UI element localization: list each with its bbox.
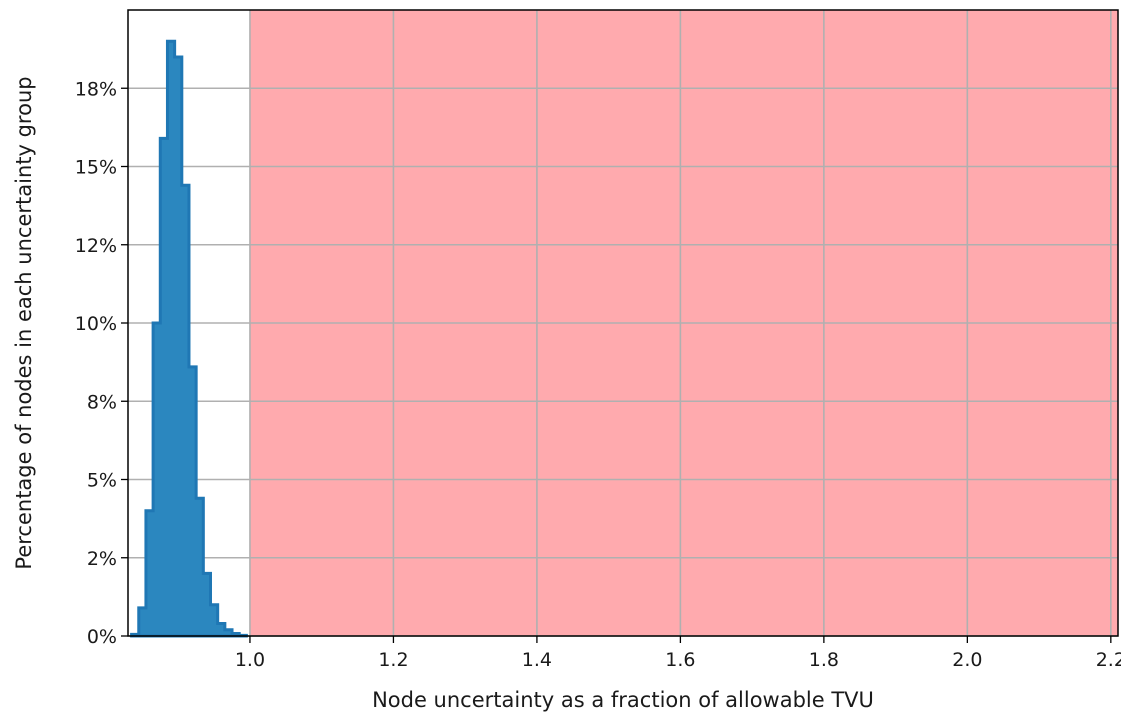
y-tick-label: 15% <box>75 157 117 179</box>
x-tick-label: 1.6 <box>665 649 695 671</box>
x-tick-label: 1.8 <box>809 649 839 671</box>
x-tick-label: 2.2 <box>1096 649 1121 671</box>
histogram-bars <box>130 39 248 638</box>
y-tick-label: 2% <box>87 548 117 570</box>
y-tick-label: 12% <box>75 235 117 257</box>
x-tick-label: 1.2 <box>378 649 408 671</box>
x-axis-label: Node uncertainty as a fraction of allowa… <box>372 688 874 712</box>
y-axis-ticks: 0% 2% 5% 8% 10% 12% 15% 18% <box>75 78 128 648</box>
x-tick-label: 1.0 <box>235 649 265 671</box>
x-tick-label: 2.0 <box>952 649 982 671</box>
y-tick-label: 0% <box>87 626 117 648</box>
y-tick-label: 8% <box>87 391 117 413</box>
y-tick-label: 5% <box>87 470 117 492</box>
y-tick-label: 18% <box>75 78 117 100</box>
x-axis-ticks: 1.0 1.2 1.4 1.6 1.8 2.0 2.2 <box>235 636 1121 671</box>
y-axis-label: Percentage of nodes in each uncertainty … <box>12 76 36 569</box>
x-tick-label: 1.4 <box>522 649 552 671</box>
y-tick-label: 10% <box>75 313 117 335</box>
